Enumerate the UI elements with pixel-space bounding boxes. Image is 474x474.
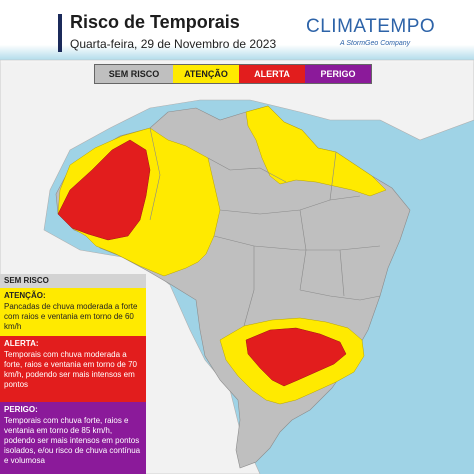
legend-attention: ATENÇÃO	[173, 65, 239, 83]
legend-panel-alert-text: Temporais com chuva moderada a forte, ra…	[4, 350, 137, 389]
alert-south	[245, 327, 347, 387]
title-accent-bar	[58, 14, 62, 52]
attention-north	[245, 105, 387, 197]
legend-danger: PERIGO	[305, 65, 371, 83]
legend-panel-danger-text: Temporais com chuva forte, raios e venta…	[4, 416, 141, 465]
legend-panel-danger-heading: PERIGO:	[4, 405, 38, 414]
legend-panel-attention-heading: ATENÇÃO:	[4, 291, 46, 300]
page-subtitle: Quarta-feira, 29 de Novembro de 2023	[70, 37, 277, 51]
legend-panel-no-risk: SEM RISCO	[0, 274, 146, 288]
legend-no-risk: SEM RISCO	[95, 65, 173, 83]
state-borders	[149, 127, 381, 327]
legend-panel-alert-heading: ALERTA:	[4, 339, 39, 348]
legend-panel-danger: PERIGO: Temporais com chuva forte, raios…	[0, 402, 146, 474]
brand-tagline: A StormGeo Company	[340, 40, 411, 47]
header	[0, 0, 474, 64]
page-title: Risco de Temporais	[70, 12, 240, 32]
legend-panel-attention: ATENÇÃO: Pancadas de chuva moderada a fo…	[0, 288, 146, 336]
legend-panel-alert: ALERTA: Temporais com chuva moderada a f…	[0, 336, 146, 402]
alert-west	[57, 139, 151, 241]
legend-panel-no-risk-heading: SEM RISCO	[4, 276, 49, 285]
risk-legend-bar: SEM RISCO ATENÇÃO ALERTA PERIGO	[94, 64, 372, 84]
legend-alert: ALERTA	[239, 65, 305, 83]
brand-logo: CLIMATEMPO	[306, 16, 436, 37]
legend-panel-attention-text: Pancadas de chuva moderada a forte com r…	[4, 302, 138, 331]
